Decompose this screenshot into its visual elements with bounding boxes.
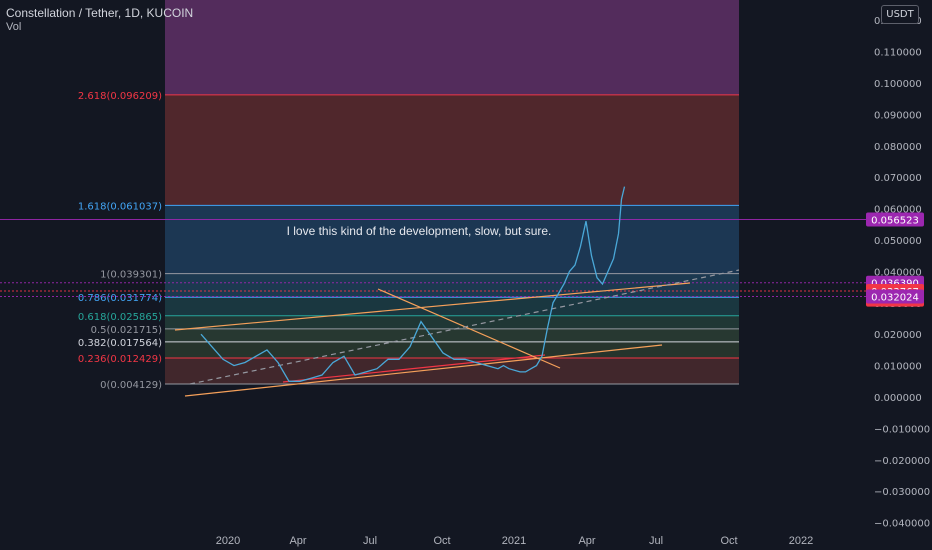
- fib-band: [165, 94, 739, 206]
- price-tag-label: 0.056523: [871, 216, 919, 227]
- x-tick-label: Oct: [433, 535, 450, 547]
- price-line: [200, 221, 615, 382]
- fib-band: [165, 0, 739, 95]
- price-spike: [612, 186, 626, 259]
- x-tick-label: 2022: [789, 535, 813, 547]
- fib-band: [165, 341, 739, 358]
- y-tick-label: 0.080000: [874, 142, 922, 153]
- fib-band: [165, 297, 739, 316]
- y-tick-label: 0.060000: [874, 205, 922, 216]
- annotation-text: I love this kind of the development, slo…: [287, 224, 552, 238]
- fib-level-label: 0.5(0.021715): [91, 325, 163, 336]
- y-tick-label: 0.050000: [874, 236, 922, 247]
- fib-level-label: 0.786(0.031774): [78, 293, 162, 304]
- fib-band: [165, 205, 739, 274]
- symbol-title: Constellation / Tether, 1D, KUCOIN: [6, 6, 194, 20]
- lower-channel-line: [184, 344, 663, 397]
- fib-band: [165, 273, 739, 298]
- x-tick-label: Apr: [578, 535, 595, 547]
- volume-label: Vol: [6, 21, 22, 33]
- x-tick-label: Jul: [649, 535, 663, 547]
- y-tick-label: −0.010000: [874, 424, 930, 435]
- fib-level-label: 2.618(0.096209): [78, 91, 162, 102]
- y-tick-label: 0.010000: [874, 362, 922, 373]
- support-line: [282, 354, 546, 383]
- y-tick-label: −0.040000: [874, 519, 930, 530]
- x-tick-label: 2020: [216, 535, 240, 547]
- upper-channel-line: [174, 282, 691, 331]
- y-tick-label: 0.040000: [874, 267, 922, 278]
- y-tick-label: 0.020000: [874, 330, 922, 341]
- fib-band: [165, 315, 739, 329]
- fib-band: [165, 357, 739, 385]
- y-tick-label: 0.090000: [874, 110, 922, 121]
- y-tick-label: −0.030000: [874, 487, 930, 498]
- price-tag: [866, 212, 924, 227]
- fib-level-label: 0.382(0.017564): [78, 338, 162, 349]
- dashed-regression-line: [189, 269, 740, 385]
- x-tick-label: 2021: [502, 535, 526, 547]
- y-tick-label: 0.100000: [874, 79, 922, 90]
- x-tick-label: Oct: [720, 535, 737, 547]
- fib-level-label: 0(0.004129): [100, 380, 162, 391]
- fib-level-label: 1(0.039301): [100, 270, 162, 281]
- y-tick-label: 0.110000: [874, 48, 922, 59]
- currency-selector[interactable]: USDT: [881, 5, 919, 24]
- y-tick-label: 0.070000: [874, 173, 922, 184]
- fib-level-label: 0.236(0.012429): [78, 354, 162, 365]
- fib-level-label: 0.618(0.025865): [78, 312, 162, 323]
- price-tag: [866, 289, 924, 304]
- falling-trend-line: [377, 288, 561, 369]
- y-tick-label: 0.000000: [874, 393, 922, 404]
- fib-band: [165, 328, 739, 342]
- x-tick-label: Jul: [363, 535, 377, 547]
- y-tick-label: −0.020000: [874, 456, 930, 467]
- price-tag-label: 0.032024: [871, 292, 919, 303]
- fib-level-label: 1.618(0.061037): [78, 201, 162, 212]
- x-tick-label: Apr: [289, 535, 306, 547]
